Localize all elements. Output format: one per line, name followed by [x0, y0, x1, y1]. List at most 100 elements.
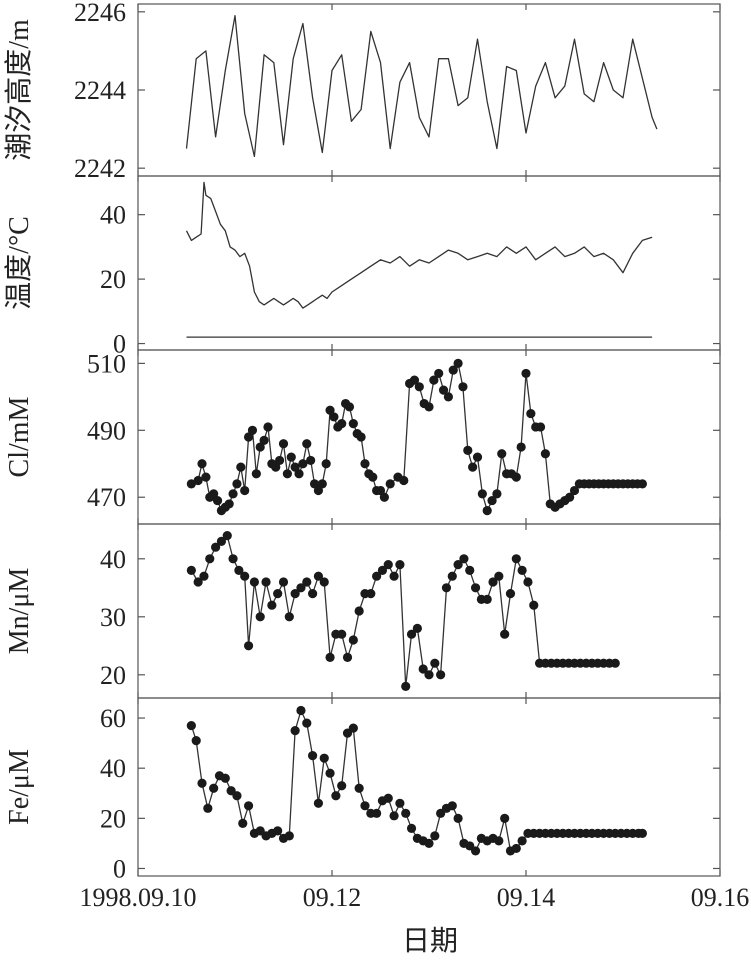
data-point: [234, 565, 244, 576]
x-tick-label: 1998.09.10: [80, 883, 197, 912]
data-point: [637, 479, 648, 489]
data-point: [247, 425, 258, 435]
data-point: [186, 479, 196, 489]
data-point: [360, 459, 370, 469]
panel-2: 470 490 510 Cl/mM: [4, 349, 721, 525]
data-point: [526, 408, 536, 419]
data-point: [186, 565, 196, 576]
data-point: [294, 469, 304, 479]
y-axis-title: 潮汐高度/m: [3, 19, 35, 161]
data-point: [243, 801, 254, 811]
data-point: [511, 554, 521, 564]
data-point: [331, 791, 341, 801]
data-point: [414, 382, 424, 392]
data-point: [406, 629, 417, 639]
data-point: [337, 419, 347, 429]
data-point: [325, 768, 335, 778]
data-point: [348, 723, 358, 733]
data-point: [308, 589, 318, 599]
data-point: [290, 462, 300, 472]
data-point: [193, 475, 203, 486]
data-point: [238, 818, 248, 828]
panel-1: 0 20 40 温度/°C: [3, 175, 721, 359]
y-tick-label: 2242: [74, 154, 126, 183]
data-point: [453, 560, 463, 570]
data-point: [535, 422, 546, 432]
y-tick-label: 470: [87, 483, 126, 512]
data-point: [424, 838, 434, 849]
data-point: [458, 382, 468, 392]
data-point: [565, 492, 575, 502]
data-point: [511, 472, 521, 482]
data-point: [488, 577, 498, 587]
data-point: [637, 828, 648, 838]
data-point: [298, 459, 308, 469]
data-point: [249, 577, 259, 587]
data-point: [430, 831, 440, 841]
y-tick-label: 40: [100, 545, 126, 574]
series-line: [185, 181, 653, 309]
data-point: [267, 600, 277, 610]
y-axis-title: Fe/μM: [4, 749, 35, 825]
data-point: [209, 489, 219, 499]
data-point: [379, 492, 389, 502]
data-point: [313, 798, 324, 808]
data-point: [494, 836, 504, 846]
data-point: [296, 705, 306, 716]
data-point: [354, 783, 364, 793]
data-point: [482, 506, 492, 516]
y-tick-label: 40: [100, 754, 126, 783]
data-point: [447, 571, 457, 581]
data-point: [317, 479, 327, 489]
data-point: [216, 536, 227, 547]
panel-4: 0 20 40 60 Fe/μM: [4, 697, 721, 883]
data-point: [224, 499, 234, 509]
y-tick-label: 0: [113, 854, 126, 883]
data-point: [255, 612, 265, 622]
data-point: [430, 658, 440, 668]
x-tick-label: 09.12: [303, 883, 362, 912]
data-point: [321, 459, 331, 469]
data-point: [529, 600, 539, 610]
data-point: [395, 798, 405, 808]
data-point: [470, 583, 481, 593]
data-point: [261, 577, 271, 587]
data-point: [302, 577, 312, 587]
data-point: [500, 813, 510, 823]
data-point: [313, 571, 324, 581]
data-point: [406, 823, 417, 833]
data-point: [375, 485, 386, 496]
data-point: [205, 554, 215, 564]
data-point: [610, 658, 620, 668]
x-tick-label: 09.16: [691, 883, 750, 912]
data-point: [517, 836, 527, 846]
data-point: [409, 375, 420, 385]
data-point: [360, 801, 370, 811]
data-point: [372, 571, 382, 581]
y-axis-title: Cl/mM: [4, 396, 35, 477]
data-point: [211, 542, 221, 552]
data-point: [302, 718, 312, 728]
data-point: [487, 495, 497, 506]
data-point: [309, 479, 320, 489]
data-point: [424, 670, 434, 680]
data-point: [325, 652, 335, 663]
data-point: [523, 577, 533, 587]
data-point: [284, 612, 294, 622]
data-point: [201, 472, 211, 482]
data-point: [366, 589, 376, 599]
data-point: [385, 479, 395, 489]
data-point: [348, 419, 358, 429]
data-point: [569, 485, 580, 496]
panel-0: 2242 2244 2246 潮汐高度/m: [3, 0, 721, 183]
data-point: [424, 402, 434, 412]
y-tick-label: 20: [100, 661, 126, 690]
y-tick-label: 2244: [74, 76, 126, 105]
data-point: [197, 459, 207, 469]
data-point: [259, 435, 269, 445]
data-point: [356, 432, 366, 442]
data-point: [232, 791, 242, 801]
y-tick-label: 20: [100, 265, 126, 294]
data-point: [342, 652, 353, 663]
